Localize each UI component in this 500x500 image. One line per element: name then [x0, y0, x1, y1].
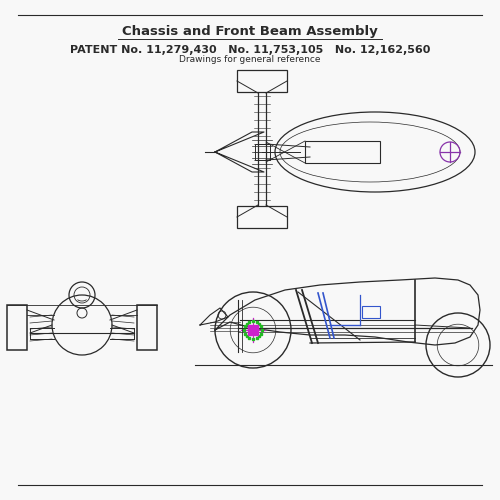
Bar	[7, 305, 27, 350]
Bar	[237, 70, 287, 92]
Bar	[137, 305, 157, 350]
Text: Drawings for general reference: Drawings for general reference	[179, 56, 321, 64]
Bar	[255, 144, 270, 160]
Bar	[305, 141, 380, 163]
Text: Chassis and Front Beam Assembly: Chassis and Front Beam Assembly	[122, 26, 378, 38]
Text: PATENT No. 11,279,430   No. 11,753,105   No. 12,162,560: PATENT No. 11,279,430 No. 11,753,105 No.…	[70, 45, 430, 55]
Bar	[237, 206, 287, 228]
Bar	[362, 306, 380, 318]
